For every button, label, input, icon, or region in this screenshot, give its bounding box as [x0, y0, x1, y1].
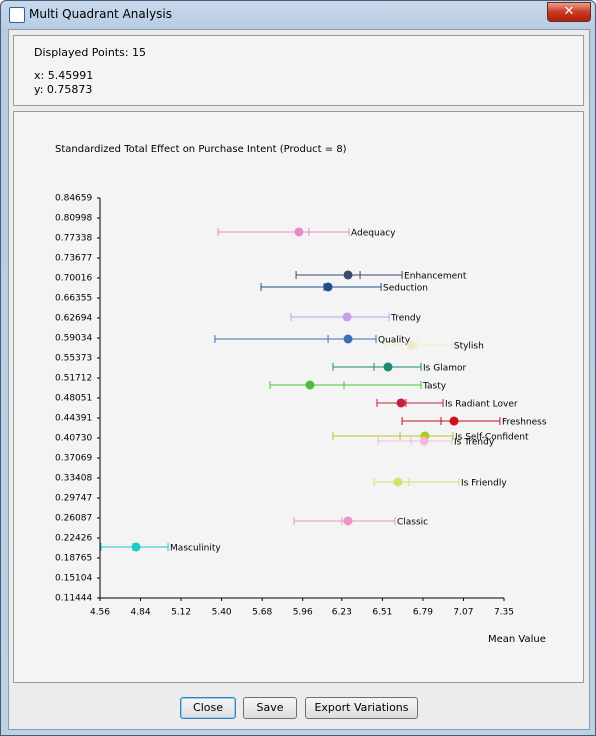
export-button[interactable]: Export Variations	[305, 697, 418, 719]
title-bar: Multi Quadrant Analysis ✕	[1, 1, 595, 29]
y-tick-label: 0.11444	[55, 594, 92, 604]
point-label: Is Friendly	[461, 478, 507, 488]
x-tick-label: 4.84	[131, 608, 151, 618]
x-tick-label: 5.12	[171, 608, 191, 618]
chart-panel: Standardized Total Effect on Purchase In…	[13, 111, 584, 683]
point	[343, 270, 353, 280]
save-button[interactable]: Save	[243, 697, 297, 719]
x-tick-label: 6.51	[372, 608, 392, 618]
point-label: Tasty	[422, 382, 447, 392]
point-label: Classic	[397, 517, 428, 527]
x-tick-label: 6.79	[413, 608, 433, 618]
y-tick-label: 0.26087	[55, 514, 92, 524]
y-readout: y: 0.75873	[34, 83, 93, 96]
point-label: Is Trendy	[454, 438, 495, 448]
client-area: Displayed Points: 15 x: 5.45991 y: 0.758…	[8, 29, 590, 730]
y-tick-label: 0.62694	[55, 314, 92, 324]
point-label: Masculinity	[170, 543, 221, 553]
y-tick-label: 0.22426	[55, 534, 92, 544]
point-label: Adequacy	[351, 228, 396, 238]
point-label: Is Glamor	[423, 363, 466, 373]
point	[419, 436, 429, 446]
y-tick-label: 0.84659	[55, 194, 92, 204]
y-tick-label: 0.55373	[55, 354, 92, 364]
point	[323, 282, 333, 292]
x-tick-label: 7.35	[494, 608, 514, 618]
x-tick-label: 4.56	[90, 608, 110, 618]
point	[131, 542, 141, 552]
point	[305, 380, 315, 390]
point-label: Enhancement	[404, 271, 467, 281]
y-tick-label: 0.70016	[55, 274, 92, 284]
x-axis-label: Mean Value	[488, 634, 546, 645]
point	[343, 516, 353, 526]
point	[342, 312, 352, 322]
y-tick-label: 0.73677	[55, 253, 92, 263]
point	[449, 416, 459, 426]
point	[393, 477, 403, 487]
x-tick-label: 5.68	[252, 608, 272, 618]
x-tick-label: 5.40	[212, 608, 232, 618]
app-icon	[9, 7, 25, 23]
y-tick-label: 0.18765	[55, 554, 92, 564]
x-readout: x: 5.45991	[34, 69, 94, 82]
y-tick-label: 0.59034	[55, 333, 92, 343]
point-label: Seduction	[383, 283, 428, 293]
y-tick-label: 0.29747	[55, 494, 92, 504]
info-panel: Displayed Points: 15 x: 5.45991 y: 0.758…	[13, 35, 584, 106]
y-tick-label: 0.33408	[55, 474, 92, 484]
point	[294, 227, 304, 237]
point-label: Trendy	[390, 313, 422, 323]
y-tick-label: 0.51712	[55, 374, 92, 384]
point	[396, 398, 406, 408]
y-tick-label: 0.66355	[55, 294, 92, 304]
y-tick-label: 0.48051	[55, 394, 92, 404]
y-tick-label: 0.15104	[55, 574, 92, 584]
y-tick-label: 0.44391	[55, 413, 92, 423]
window-title: Multi Quadrant Analysis	[29, 7, 173, 21]
close-window[interactable]: ✕	[547, 2, 591, 22]
x-tick-label: 6.23	[332, 608, 352, 618]
displayed-points: Displayed Points: 15	[34, 46, 147, 59]
x-tick-label: 7.07	[453, 608, 473, 618]
y-tick-label: 0.80998	[55, 214, 92, 224]
point-label: Quality	[378, 336, 411, 346]
point	[383, 362, 393, 372]
chart: Standardized Total Effect on Purchase In…	[55, 144, 547, 645]
point-label: Freshness	[502, 418, 547, 428]
y-tick-label: 0.37069	[55, 454, 92, 464]
point	[343, 334, 353, 344]
y-tick-label: 0.77338	[55, 233, 92, 243]
point	[406, 340, 416, 350]
point-label: Is Radiant Lover	[445, 399, 518, 409]
point-label: Is Self-Confident	[455, 432, 529, 442]
chart-title: Standardized Total Effect on Purchase In…	[55, 144, 347, 155]
close-button[interactable]: Close	[180, 697, 236, 719]
point-label: Stylish	[454, 341, 484, 351]
y-tick-label: 0.40730	[55, 434, 92, 444]
x-tick-label: 5.96	[293, 608, 313, 618]
